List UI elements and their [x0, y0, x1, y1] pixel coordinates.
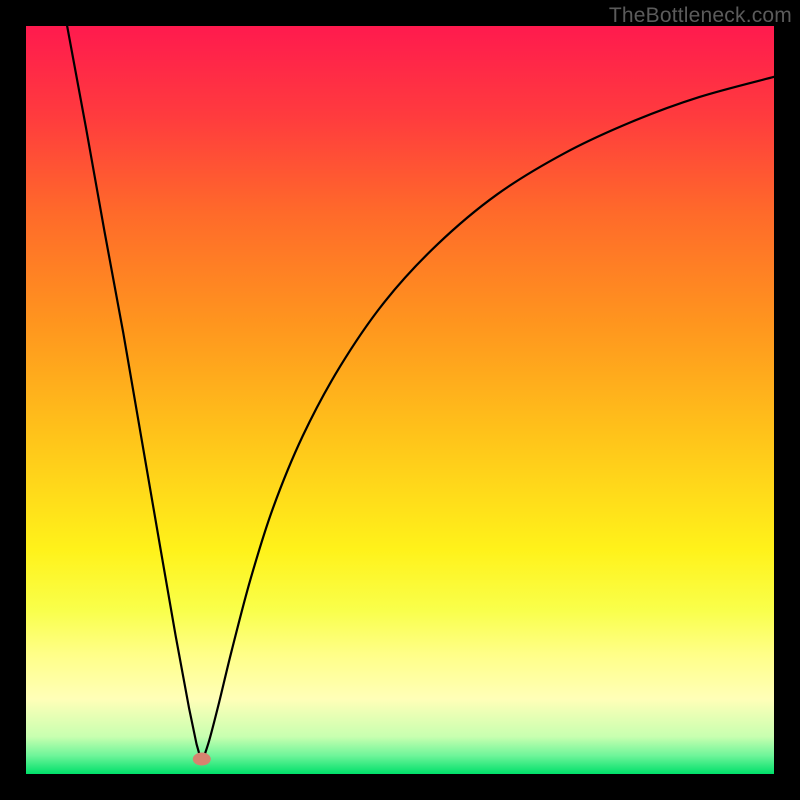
watermark-text: TheBottleneck.com — [609, 4, 792, 28]
bottleneck-curve-chart — [26, 26, 774, 774]
chart-frame: TheBottleneck.com — [0, 0, 800, 800]
gradient-background — [26, 26, 774, 774]
plot-area — [26, 26, 774, 774]
minimum-marker — [193, 753, 211, 766]
